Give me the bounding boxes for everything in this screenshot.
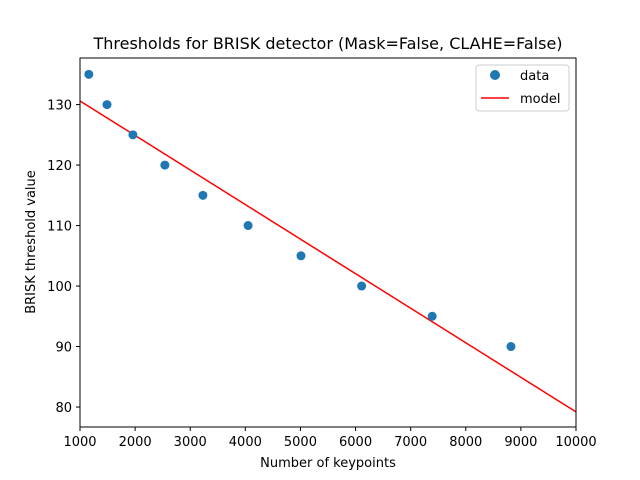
y-tick-label: 90: [55, 341, 72, 356]
y-tick-label: 130: [47, 99, 72, 114]
x-tick-label: 9000: [504, 435, 537, 450]
x-tick-label: 10000: [555, 435, 596, 450]
x-tick-label: 5000: [284, 435, 317, 450]
data-point: [102, 100, 112, 110]
x-tick-label: 2000: [119, 435, 152, 450]
data-point: [506, 342, 516, 352]
legend: data model: [475, 64, 570, 112]
data-point: [357, 281, 367, 291]
data-point: [427, 311, 437, 321]
y-tick-label: 120: [47, 159, 72, 174]
x-axis-title: Number of keypoints: [260, 456, 396, 471]
x-tick-label: 6000: [339, 435, 372, 450]
data-point: [296, 251, 306, 261]
x-tick-label: 7000: [394, 435, 427, 450]
y-tick-label: 80: [55, 401, 72, 416]
data-point: [84, 69, 94, 79]
x-tick-label: 3000: [174, 435, 207, 450]
x-tick-label: 1000: [63, 435, 96, 450]
legend-data-marker: [490, 70, 500, 80]
data-point: [128, 130, 138, 140]
y-tick-label: 100: [47, 280, 72, 295]
chart-title: Thresholds for BRISK detector (Mask=Fals…: [92, 34, 562, 53]
data-point: [198, 190, 208, 200]
x-tick-label: 8000: [449, 435, 482, 450]
data-point: [160, 160, 170, 170]
plot-frame: [79, 57, 577, 428]
legend-model-label: model: [520, 92, 560, 107]
data-point: [243, 221, 253, 231]
y-tick-label: 110: [47, 220, 72, 235]
model-line: [80, 100, 576, 413]
x-tick-label: 4000: [229, 435, 262, 450]
y-axis-title: BRISK threshold value: [24, 170, 39, 314]
legend-data-label: data: [520, 69, 549, 84]
